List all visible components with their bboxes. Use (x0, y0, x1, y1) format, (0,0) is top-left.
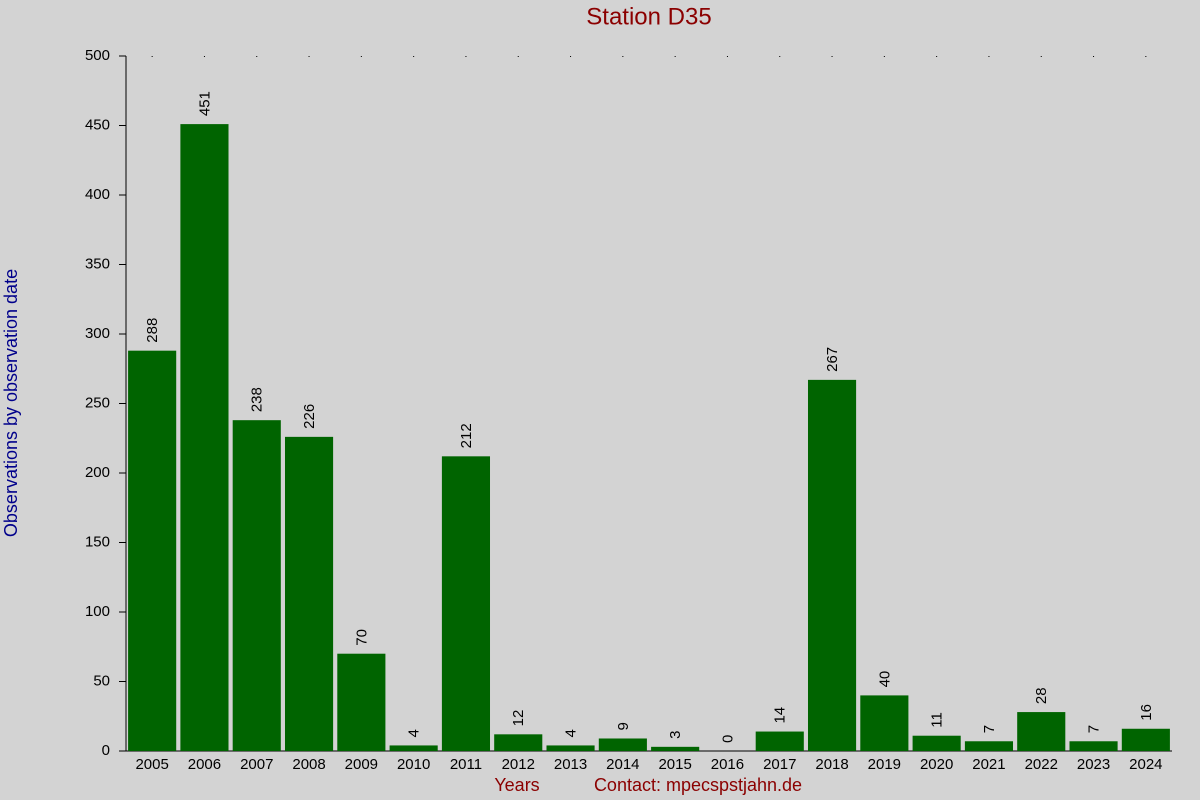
value-label: 16 (1138, 704, 1155, 721)
value-label: 70 (353, 629, 370, 646)
value-label: 9 (615, 722, 632, 730)
x-tick-label: 2009 (345, 756, 378, 773)
y-tick-label: 250 (85, 394, 110, 411)
value-label: 267 (824, 347, 841, 372)
value-label: 28 (1033, 687, 1050, 704)
y-tick-label: 100 (85, 603, 110, 620)
value-label: 12 (510, 710, 527, 727)
chart-title: Station D35 (586, 3, 711, 30)
bar (912, 735, 961, 751)
bar (964, 741, 1014, 751)
value-label: 7 (981, 725, 998, 733)
bar (232, 420, 281, 751)
value-label: 0 (719, 735, 736, 743)
bar (284, 436, 334, 751)
bar (1069, 741, 1118, 751)
x-tick-label: 2022 (1025, 756, 1058, 773)
value-label: 226 (301, 404, 318, 429)
value-label: 212 (458, 423, 475, 448)
bar (128, 350, 177, 751)
value-label: 4 (563, 729, 580, 737)
value-label: 451 (196, 91, 213, 116)
y-tick-label: 150 (85, 533, 110, 550)
x-tick-label: 2006 (188, 756, 221, 773)
x-tick-label: 2014 (606, 756, 639, 773)
y-tick-label: 0 (102, 742, 110, 759)
value-label: 288 (144, 318, 161, 343)
x-tick-label: 2012 (502, 756, 535, 773)
y-tick-label: 400 (85, 186, 110, 203)
bar (598, 738, 647, 751)
x-tick-label: 2008 (292, 756, 325, 773)
value-label: 7 (1086, 725, 1103, 733)
x-axis-title: Years (494, 775, 539, 795)
x-tick-label: 2010 (397, 756, 430, 773)
x-tick-label: 2005 (135, 756, 168, 773)
bar (389, 745, 438, 751)
bar (441, 456, 491, 751)
x-tick-label: 2021 (972, 756, 1005, 773)
y-tick-label: 350 (85, 255, 110, 272)
bar (337, 653, 386, 751)
bar (1121, 728, 1170, 751)
x-tick-label: 2015 (658, 756, 691, 773)
annotation: Contact: mpecspstjahn.de (594, 775, 802, 795)
y-tick-label: 200 (85, 464, 110, 481)
value-label: 4 (406, 729, 423, 737)
y-axis-title: Observations by observation date (1, 269, 21, 537)
x-tick-label: 2017 (763, 756, 796, 773)
bar (494, 734, 543, 751)
bar (651, 746, 700, 751)
value-label: 14 (772, 707, 789, 724)
bar (546, 745, 595, 751)
y-tick-label: 50 (93, 672, 110, 689)
value-label: 40 (876, 671, 893, 688)
x-tick-label: 2011 (450, 756, 482, 773)
x-tick-label: 2016 (711, 756, 744, 773)
x-tick-label: 2013 (554, 756, 587, 773)
value-label: 3 (667, 730, 684, 738)
bar (860, 695, 909, 751)
y-tick-label: 500 (85, 47, 110, 64)
value-label: 238 (249, 387, 266, 412)
value-label: 11 (929, 712, 946, 728)
y-tick-label: 450 (85, 116, 110, 133)
x-tick-label: 2024 (1129, 756, 1162, 773)
x-tick-label: 2020 (920, 756, 953, 773)
y-tick-label: 300 (85, 325, 110, 342)
x-tick-label: 2023 (1077, 756, 1110, 773)
bar (807, 379, 857, 751)
x-tick-label: 2007 (240, 756, 273, 773)
bar (180, 124, 229, 752)
bar (1017, 712, 1066, 751)
x-tick-label: 2018 (815, 756, 848, 773)
bar (755, 731, 804, 751)
x-tick-label: 2019 (868, 756, 901, 773)
